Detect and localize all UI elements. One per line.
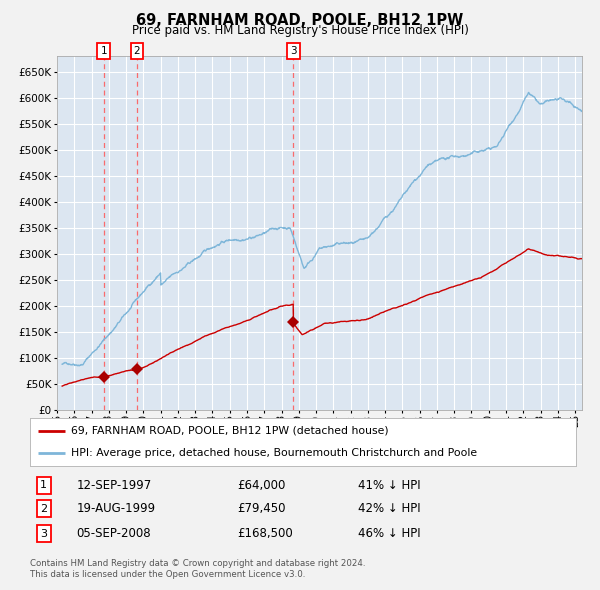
Text: This data is licensed under the Open Government Licence v3.0.: This data is licensed under the Open Gov… <box>30 570 305 579</box>
Text: Price paid vs. HM Land Registry's House Price Index (HPI): Price paid vs. HM Land Registry's House … <box>131 24 469 37</box>
Text: 1: 1 <box>100 46 107 56</box>
Text: 12-SEP-1997: 12-SEP-1997 <box>76 478 152 491</box>
Text: 05-SEP-2008: 05-SEP-2008 <box>76 527 151 540</box>
Text: 3: 3 <box>290 46 297 56</box>
Text: 3: 3 <box>40 529 47 539</box>
Text: £64,000: £64,000 <box>238 478 286 491</box>
Text: 19-AUG-1999: 19-AUG-1999 <box>76 502 155 515</box>
Text: 41% ↓ HPI: 41% ↓ HPI <box>358 478 420 491</box>
Text: 46% ↓ HPI: 46% ↓ HPI <box>358 527 420 540</box>
Text: 2: 2 <box>40 504 47 513</box>
Text: 42% ↓ HPI: 42% ↓ HPI <box>358 502 420 515</box>
Text: HPI: Average price, detached house, Bournemouth Christchurch and Poole: HPI: Average price, detached house, Bour… <box>71 448 477 458</box>
Text: 69, FARNHAM ROAD, POOLE, BH12 1PW (detached house): 69, FARNHAM ROAD, POOLE, BH12 1PW (detac… <box>71 426 389 436</box>
Text: 2: 2 <box>133 46 140 56</box>
Text: 69, FARNHAM ROAD, POOLE, BH12 1PW: 69, FARNHAM ROAD, POOLE, BH12 1PW <box>136 13 464 28</box>
Text: £79,450: £79,450 <box>238 502 286 515</box>
Text: £168,500: £168,500 <box>238 527 293 540</box>
Text: Contains HM Land Registry data © Crown copyright and database right 2024.: Contains HM Land Registry data © Crown c… <box>30 559 365 568</box>
Text: 1: 1 <box>40 480 47 490</box>
